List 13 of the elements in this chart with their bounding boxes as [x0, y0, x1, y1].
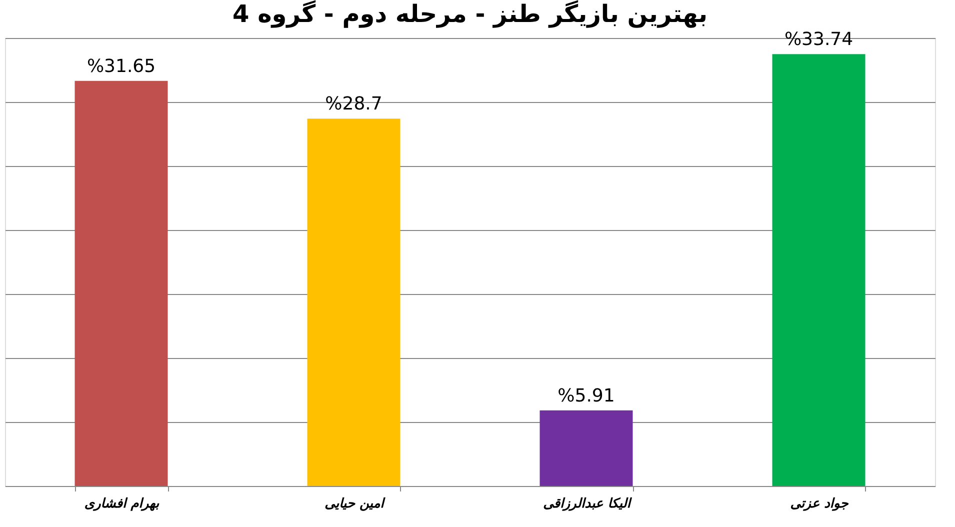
data-label: %5.91 — [558, 385, 615, 406]
x-tick-label: بهرام افشاری — [84, 496, 160, 512]
bar — [307, 118, 400, 486]
data-label: %28.7 — [325, 94, 382, 115]
chart-title: بهترین بازیگر طنز - مرحله دوم - گروه 4 — [232, 0, 708, 28]
x-tick-label: جواد عزتی — [790, 496, 850, 512]
x-tick-label: امین حیایی — [324, 496, 386, 512]
data-label: %31.65 — [86, 56, 156, 77]
bar — [540, 410, 633, 486]
x-tick-label: الیکا عبدالرزاقی — [543, 496, 633, 512]
data-label: %33.74 — [784, 29, 854, 50]
bar — [74, 80, 168, 486]
bar — [772, 54, 866, 486]
